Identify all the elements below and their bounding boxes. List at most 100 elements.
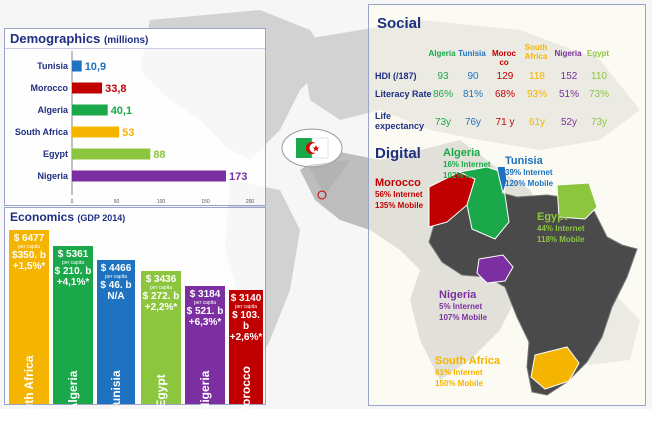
digital-country-name: Tunisia <box>505 155 543 167</box>
demographics-value-label: 10,9 <box>85 61 106 73</box>
digital-mobile: 120% Mobile <box>505 179 554 188</box>
digital-title: Digital <box>375 145 421 162</box>
demographics-bar-chart: Tunisia 10,9 Morocco 33,8 Algeria 40,1 South A… <box>15 51 254 205</box>
demographics-panel: Demographics (millions) Tunisia 10,9 Moroc… <box>4 28 266 206</box>
economics-bar: $ 3184 per capita $ 521. b +6,3%* Nigeria <box>185 286 225 411</box>
economics-title-text: Economics <box>10 210 75 224</box>
social-cell: 73y <box>434 117 452 128</box>
economics-country-label: South Africa <box>22 355 36 426</box>
demographics-category-label: Morocco <box>30 83 68 93</box>
africa-algeria <box>457 167 510 240</box>
economics-total-gdp: $350. b <box>12 250 46 261</box>
social-cell: 71 y <box>495 117 515 128</box>
digital-country-name: South Africa <box>435 355 500 367</box>
social-cell: 110 <box>591 71 607 82</box>
economics-growth: +2,6%* <box>229 332 263 343</box>
africa-nigeria <box>476 254 514 284</box>
digital-country-name: Algeria <box>443 147 481 159</box>
algeria-flag-icon <box>281 128 343 168</box>
social-cell: 118 <box>529 71 545 82</box>
digital-mobile: 150% Mobile <box>435 379 484 388</box>
social-cell: 129 <box>496 71 514 82</box>
social-cell: 152 <box>560 71 578 82</box>
digital-internet: 5% Internet <box>439 302 483 311</box>
social-column-header: Nigeria <box>554 49 582 58</box>
africa-south-africa <box>530 346 580 390</box>
economics-growth: +4,1%* <box>56 277 90 288</box>
demographics-title-text: Demographics <box>10 31 101 46</box>
social-cell: 61y <box>528 117 546 128</box>
economics-total-gdp: $ 210. b <box>54 266 92 277</box>
social-row-label: HDI (/187) <box>375 71 417 81</box>
demographics-bar <box>72 148 151 160</box>
demographics-tick-label: 50 <box>114 199 120 205</box>
digital-item: South Africa 61% Internet 150% Mobile <box>435 355 500 389</box>
demographics-value-label: 33,8 <box>105 83 126 95</box>
economics-gdp-per-capita: $ 3140 <box>230 293 262 304</box>
economics-country-label: Algeria <box>66 370 80 412</box>
africa-tunisia <box>496 167 508 195</box>
digital-internet: 44% Internet <box>537 224 585 233</box>
economics-per-capita-label: per capita <box>194 300 216 306</box>
social-column-header: Egypt <box>586 49 610 58</box>
demographics-unit: (millions) <box>103 35 149 46</box>
economics-per-capita-label: per capita <box>235 304 257 310</box>
digital-mobile: 102% Mobile <box>443 171 492 180</box>
economics-panel: Economics (GDP 2014) $ 6477 per capita $35… <box>4 207 266 426</box>
economics-gdp-per-capita: $ 4466 <box>100 263 132 274</box>
demographics-category-label: Algeria <box>37 105 69 115</box>
economics-unit: (GDP 2014) <box>77 213 126 223</box>
social-column-header: Tunisia <box>458 49 486 58</box>
digital-item: Egypt 44% Internet 118% Mobile <box>537 211 585 245</box>
digital-internet: 61% Internet <box>435 368 483 377</box>
social-panel: Social Algeria Tunisia Moroc co South Afric… <box>368 4 646 406</box>
economics-growth: +6,3%* <box>188 317 222 328</box>
digital-mobile: 107% Mobile <box>439 313 488 322</box>
economics-country-label: Nigeria <box>198 370 212 412</box>
economics-bar: $ 6477 per capita $350. b +1,5%* South Afric… <box>9 230 49 426</box>
digital-item: Morocco 56% Internet 135% Mobile <box>375 177 423 211</box>
social-column-header: Moroc co <box>492 49 516 67</box>
demographics-bar <box>72 126 120 138</box>
economics-per-capita-label: per capita <box>62 260 84 266</box>
demographics-tick-label: 100 <box>157 199 166 205</box>
economics-bar: $ 5361 per capita $ 210. b +4,1%* Algeria <box>53 246 93 411</box>
economics-country-label: Tunisia <box>109 370 123 412</box>
demographics-tick-label: 150 <box>201 199 210 205</box>
social-cell: 76y <box>464 117 482 128</box>
demographics-value-label: 40,1 <box>111 105 132 117</box>
demographics-bar <box>72 82 103 94</box>
digital-internet: 16% Internet <box>443 160 491 169</box>
demographics-title: Demographics (millions) <box>10 31 148 46</box>
social-cell: 86% <box>432 89 453 100</box>
social-cell: 93 <box>437 71 449 82</box>
social-cell: 73y <box>590 117 608 128</box>
economics-title: Economics (GDP 2014) <box>10 210 125 224</box>
demographics-value-label: 173 <box>229 171 247 183</box>
social-cell: 52y <box>560 117 578 128</box>
economics-gdp-per-capita: $ 3436 <box>145 274 177 285</box>
digital-mobile: 118% Mobile <box>537 235 585 244</box>
demographics-category-label: Nigeria <box>37 171 69 181</box>
digital-internet: 56% Internet <box>375 190 423 199</box>
demographics-tick-label: 0 <box>71 199 74 205</box>
social-cell: 51% <box>558 89 579 100</box>
economics-total-gdp: $ 521. b <box>186 306 224 317</box>
demographics-value-label: 88 <box>153 149 165 161</box>
economics-gdp-per-capita: $ 3184 <box>189 289 221 300</box>
social-cell: 90 <box>467 71 479 82</box>
economics-bar: $ 3436 per capita $ 272. b +2,2%* Egypt <box>141 271 181 408</box>
economics-per-capita-label: per capita <box>150 285 172 291</box>
social-row-label: Literacy Rate <box>375 89 432 99</box>
economics-gdp-per-capita: $ 6477 <box>13 233 45 244</box>
social-column-header: South Africa <box>524 43 548 61</box>
demographics-bar <box>72 60 82 72</box>
economics-bar: $ 4466 per capita $ 46. b N/A Tunisia <box>97 260 135 412</box>
social-cell: 68% <box>494 89 515 100</box>
demographics-header: Demographics (millions) <box>5 29 265 49</box>
demographics-category-label: Egypt <box>43 149 68 159</box>
demographics-category-label: South Africa <box>15 127 69 137</box>
social-cell: 81% <box>462 89 483 100</box>
demographics-bar <box>72 104 108 116</box>
economics-growth: +2,2%* <box>144 302 178 313</box>
